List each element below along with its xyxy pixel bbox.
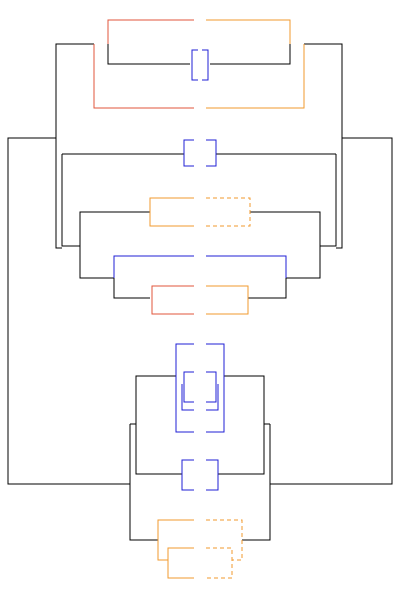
lower-blue-outer-right <box>206 343 225 433</box>
upper-clade-left-stem <box>55 78 62 249</box>
lower-blue-mid-right <box>206 384 219 411</box>
top-red-bracket <box>93 19 194 109</box>
orange-bracket-left <box>149 197 194 227</box>
lower-blue-bracket-left <box>181 459 194 491</box>
orange-bracket-right-dashed <box>206 197 251 227</box>
lower-blue-bracket-right <box>206 459 219 491</box>
blue-bracket-left <box>113 255 194 278</box>
orange-bracket-lower <box>206 285 249 315</box>
lower-left-stem <box>135 376 182 475</box>
lower-blue-inner-left <box>183 371 194 403</box>
top-blue-bracket-left <box>191 49 198 81</box>
bottom-orange-bracket-right-1-dashed <box>206 519 243 561</box>
upper-left-branch-c <box>61 154 150 279</box>
lower-blue-outer-left <box>175 343 194 433</box>
upper-left-branch-d <box>113 278 150 299</box>
lower-blue-mid-left <box>181 384 194 411</box>
mid-blue-bracket-right <box>206 139 217 167</box>
red-bracket <box>151 285 194 315</box>
upper-clade-right-stem <box>336 78 343 249</box>
upper-left-branch-a <box>107 44 190 65</box>
root-right-connector <box>270 137 393 485</box>
bottom-orange-bracket-left-2 <box>167 547 194 579</box>
lower-blue-inner-right <box>206 371 217 403</box>
top-blue-bracket-right <box>202 49 209 81</box>
bottom-orange-bracket-left-1 <box>157 519 194 561</box>
upper-right-branch-c <box>250 154 337 279</box>
upper-right-branch-d <box>248 278 287 299</box>
lower-right-stem <box>218 376 265 475</box>
mid-blue-bracket-left <box>183 139 194 167</box>
top-orange-bracket <box>206 19 305 109</box>
upper-right-branch-a <box>210 44 291 65</box>
blue-bracket-right <box>206 255 287 278</box>
root-left-connector <box>7 137 130 485</box>
